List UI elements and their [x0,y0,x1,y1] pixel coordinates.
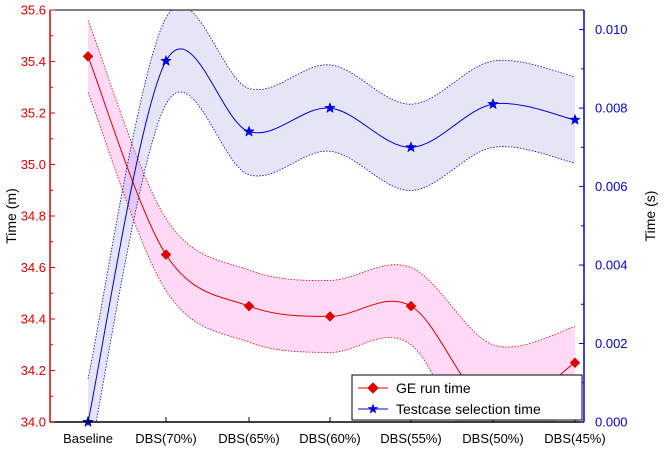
legend-box [351,374,583,421]
y-left-tick-label: 35.6 [21,3,46,18]
legend: GE run time Testcase selection time [351,374,583,421]
x-tick-label: DBS(60%) [299,431,360,446]
band-lower-ge [87,92,576,422]
y-right-tick-label: 0.002 [595,336,628,351]
y-axis-right-title: Time (s) [642,191,658,242]
y-right-tick-label: 0.000 [595,415,628,430]
y-left-tick-label: 34.6 [21,260,46,275]
point-ge-6 [569,357,581,369]
y-left-tick-label: 35.2 [21,106,46,121]
x-tick-label: DBS(65%) [218,431,279,446]
point-testcase-4 [405,141,417,153]
y-left-tick-label: 34.8 [21,209,46,224]
band-lower-testcase [95,91,576,422]
x-tick-label: DBS(55%) [380,431,441,446]
point-testcase-3 [324,101,336,114]
band-fill-testcase [88,10,575,422]
y-left-tick-label: 35.4 [21,54,46,69]
y-left-tick-label: 34.4 [21,312,46,327]
point-ge-4 [405,300,417,312]
point-testcase-2 [243,125,255,137]
y-left-tick-label: 34.0 [21,415,46,430]
y-right-tick-label: 0.008 [595,101,628,116]
series-line-testcase [87,48,576,422]
x-tick-label: Baseline [63,431,113,446]
x-tick-label: DBS(45%) [544,431,605,446]
point-ge-3 [324,311,336,322]
x-tick-label: DBS(70%) [135,431,196,446]
legend-label-ge: GE run time [396,380,471,396]
point-ge-0 [82,50,94,62]
y-axis-left-title: Time (m) [3,188,19,243]
legend-label-testcase: Testcase selection time [396,401,541,417]
point-ge-2 [243,300,255,312]
point-testcase-5 [487,97,499,110]
y-left-tick-label: 34.2 [21,363,46,378]
legend-marker-testcase [367,403,379,414]
band-upper-ge [87,20,576,348]
band-fill-ge [88,20,575,422]
point-ge-1 [160,249,172,260]
band-upper-testcase [87,10,576,379]
y-right-tick-label: 0.010 [595,22,628,37]
x-tick-label: DBS(50%) [462,431,523,446]
legend-marker-ge [367,382,379,394]
y-right-tick-label: 0.006 [595,179,628,194]
y-right-tick-label: 0.004 [595,258,628,273]
point-testcase-1 [160,54,172,67]
y-left-tick-label: 35.0 [21,157,46,172]
point-testcase-6 [569,113,581,125]
